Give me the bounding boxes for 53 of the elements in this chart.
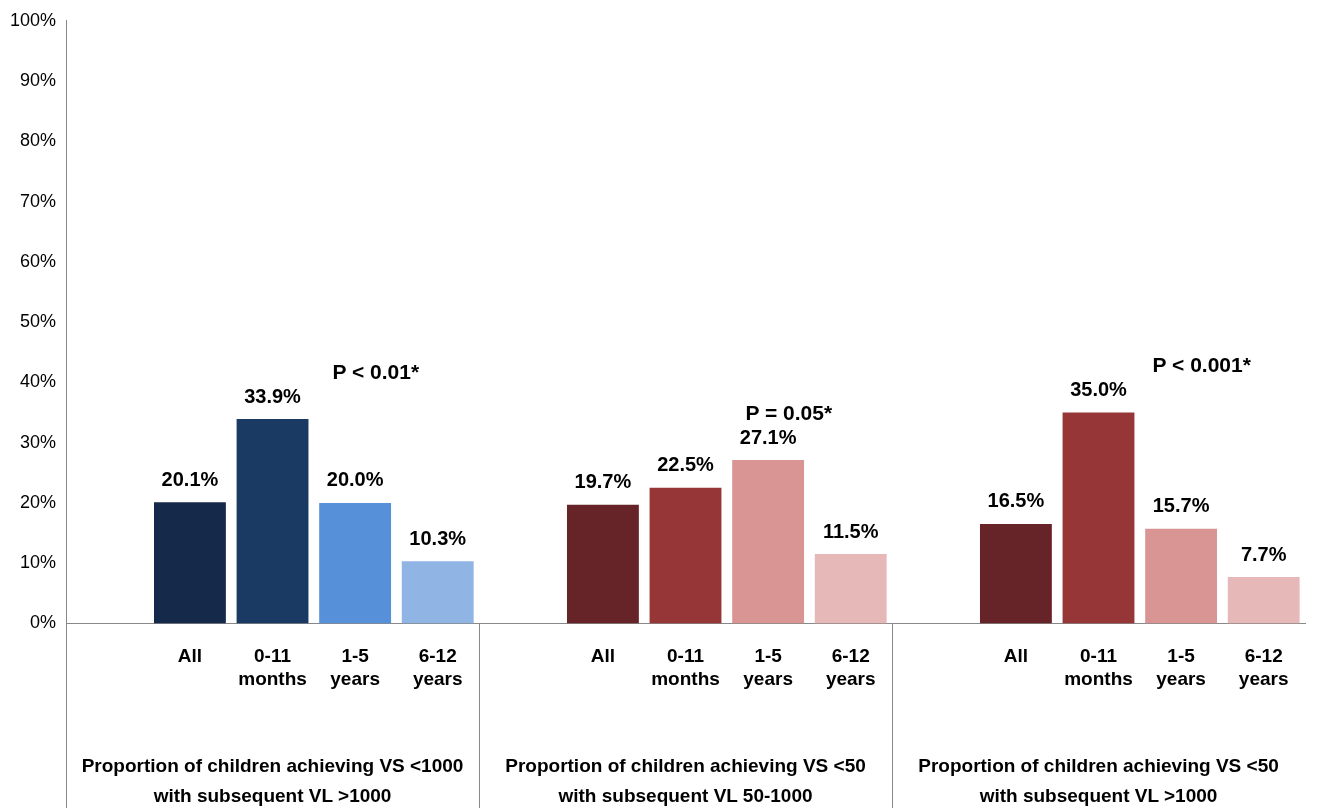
data-label: 33.9%: [244, 384, 302, 407]
data-label: 20.0%: [326, 468, 384, 491]
text: Proportion of children achieving VS <50 with subsequent VL >1000: [918, 755, 1279, 806]
x-tick-label: All: [590, 645, 616, 667]
data-label: 20.1%: [161, 467, 219, 490]
data-label: 27.1%: [739, 425, 797, 448]
x-tick-label: 0-11 months: [238, 645, 307, 689]
bar: [154, 502, 226, 624]
y-tick-label: 80%: [20, 130, 57, 151]
y-tick-label: 20%: [20, 491, 57, 512]
data-label: 22.5%: [657, 453, 715, 476]
y-tick-label: 50%: [20, 311, 57, 332]
data-label: 11.5%: [822, 519, 879, 542]
bar: [649, 487, 722, 624]
bar: [1145, 528, 1218, 624]
y-tick-label: 100%: [9, 9, 57, 30]
x-tick-label: 0-11 months: [651, 645, 720, 689]
x-tick-label: 6-12 years: [1238, 645, 1289, 689]
data-label: 19.7%: [574, 470, 632, 493]
bar: [814, 554, 887, 624]
text: Proportion of children achieving VS <50 with subsequent VL 50-1000: [505, 755, 866, 806]
annotation: P = 0.05*: [745, 401, 833, 425]
bar: [1062, 412, 1135, 624]
text: Proportion of children achieving VS <1000 with subsequent VL >1000: [81, 755, 464, 806]
bar: [236, 419, 309, 624]
x-tick-label: 6-12 years: [825, 645, 876, 689]
bar: [319, 502, 392, 624]
data-label: 7.7%: [1240, 542, 1287, 565]
y-tick-label: 90%: [20, 70, 57, 91]
bar: [1227, 577, 1300, 624]
y-tick-label: 0%: [30, 612, 57, 633]
x-tick-label: All: [177, 645, 203, 667]
x-tick-label: 6-12 years: [412, 645, 463, 689]
y-tick-label: 70%: [20, 190, 57, 211]
y-tick-label: 40%: [20, 371, 57, 392]
annotation: P < 0.001*: [1152, 353, 1252, 377]
bar: [979, 523, 1052, 624]
data-label: 35.0%: [1070, 378, 1128, 401]
x-tick-label: 1-5 years: [330, 645, 380, 689]
bar: [401, 561, 474, 624]
data-label: 10.3%: [409, 526, 467, 549]
y-tick-label: 30%: [20, 431, 57, 452]
data-label: 15.7%: [1152, 494, 1210, 517]
x-tick-label: 1-5 years: [1156, 645, 1206, 689]
x-tick-label: All: [1003, 645, 1029, 667]
x-tick-label: 0-11 months: [1064, 645, 1133, 689]
y-tick-label: 10%: [20, 552, 57, 573]
bar: [566, 504, 639, 624]
x-tick-label: 1-5 years: [743, 645, 793, 689]
bar: [732, 460, 805, 624]
y-tick-label: 60%: [20, 250, 57, 271]
data-label: 16.5%: [987, 489, 1045, 512]
annotation: P < 0.01*: [332, 360, 420, 384]
